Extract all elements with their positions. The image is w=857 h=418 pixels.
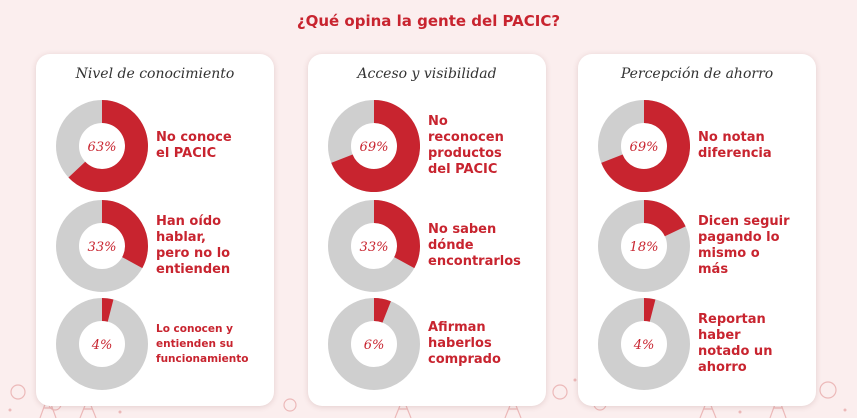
percent-label: 4% <box>91 338 113 353</box>
donut-slice <box>101 200 148 269</box>
chart-card: Percepción de ahorro 69% No notan diferenc… <box>578 54 816 406</box>
donut-item: 4% Reportan haber notado un ahorro <box>598 298 813 390</box>
percent-label: 4% <box>633 338 655 353</box>
item-label: Dicen seguir pagando lo mismo o más <box>698 214 790 277</box>
item-label: No reconocen productos del PACIC <box>428 114 504 177</box>
donut-chart: 69% <box>598 100 690 192</box>
percent-label: 33% <box>360 240 389 255</box>
donut-chart: 4% <box>598 298 690 390</box>
item-label: No conoce el PACIC <box>156 130 232 161</box>
donut-chart: 69% <box>328 100 420 192</box>
donut-item: 63% No conoce el PACIC <box>56 100 271 192</box>
donut-chart: 63% <box>56 100 148 192</box>
donut-slice <box>373 298 391 323</box>
item-label: Lo conocen y entienden su funcionamiento <box>156 322 249 365</box>
donut-chart: 33% <box>328 200 420 292</box>
donut-chart: 33% <box>56 200 148 292</box>
donut-slice <box>101 298 114 322</box>
donut-chart: 6% <box>328 298 420 390</box>
item-label: No saben dónde encontrarlos <box>428 222 521 269</box>
percent-label: 69% <box>630 140 659 155</box>
donut-item: 69% No reconocen productos del PACIC <box>328 100 543 192</box>
donut-slice <box>601 100 690 192</box>
percent-label: 18% <box>630 240 659 255</box>
percent-label: 33% <box>88 240 117 255</box>
percent-label: 69% <box>360 140 389 155</box>
chart-card: Nivel de conocimiento 63% No conoce el PAC… <box>36 54 274 406</box>
donut-slice <box>68 100 148 192</box>
item-label: No notan diferencia <box>698 130 772 161</box>
donut-chart: 4% <box>56 298 148 390</box>
card-title: Percepción de ahorro <box>620 66 774 82</box>
donut-item: 69% No notan diferencia <box>598 100 813 192</box>
donut-item: 33% No saben dónde encontrarlos <box>328 200 543 292</box>
donut-chart: 18% <box>598 200 690 292</box>
donut-slice <box>331 100 420 192</box>
donut-slice <box>373 200 420 269</box>
item-label: Afirman haberlos comprado <box>428 320 501 367</box>
card-title: Acceso y visibilidad <box>357 66 497 82</box>
card-title: Nivel de conocimiento <box>75 66 235 82</box>
donut-item: 33% Han oído hablar, pero no lo entienden <box>56 200 271 292</box>
item-label: Reportan haber notado un ahorro <box>698 312 773 375</box>
donut-slice <box>643 200 686 237</box>
donut-item: 6% Afirman haberlos comprado <box>328 298 543 390</box>
donut-slice <box>643 298 656 322</box>
donut-item: 18% Dicen seguir pagando lo mismo o más <box>598 200 813 292</box>
item-label: Han oído hablar, pero no lo entienden <box>156 214 231 277</box>
donut-item: 4% Lo conocen y entienden su funcionamien… <box>56 298 271 390</box>
percent-label: 6% <box>364 338 385 353</box>
chart-card: Acceso y visibilidad 69% No reconocen prod… <box>308 54 546 406</box>
percent-label: 63% <box>88 140 117 155</box>
page-title: ¿Qué opina la gente del PACIC? <box>296 12 561 30</box>
